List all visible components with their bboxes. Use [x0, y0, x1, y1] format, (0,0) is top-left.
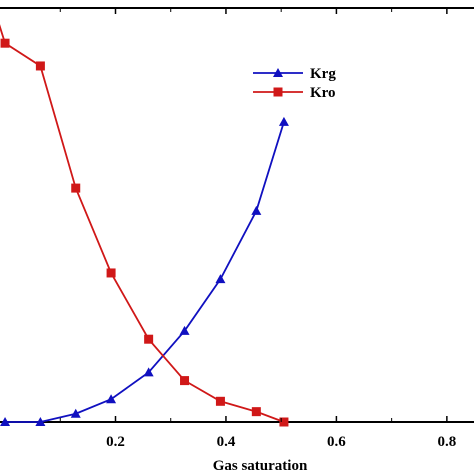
- point-krg-6: [215, 274, 226, 284]
- point-kro-6: [180, 376, 190, 386]
- point-kro-9: [279, 417, 289, 427]
- legend-label-kro: Kro: [310, 85, 336, 101]
- point-kro-1: [0, 38, 10, 48]
- point-krg-8: [278, 116, 289, 126]
- series-line-krg: [5, 121, 285, 423]
- point-kro-7: [215, 396, 225, 406]
- point-kro-2: [35, 61, 45, 71]
- x-tick-label-0: 0.2: [106, 434, 125, 450]
- point-krg-2: [70, 408, 81, 418]
- x-tick-label-1: 0.4: [217, 434, 236, 450]
- x-tick-label-3: 0.8: [437, 434, 456, 450]
- point-krg-0: [0, 417, 11, 426]
- point-krg-7: [251, 205, 262, 215]
- point-kro-4: [106, 268, 116, 278]
- legend-marker-kro: [273, 87, 283, 97]
- point-krg-4: [143, 367, 154, 377]
- point-kro-8: [251, 407, 261, 417]
- x-axis-label: Gas saturation: [213, 458, 308, 474]
- legend-marker-krg: [273, 68, 283, 77]
- point-krg-3: [106, 394, 117, 404]
- legend-label-krg: Krg: [310, 66, 336, 82]
- point-kro-3: [71, 183, 81, 193]
- point-krg-5: [179, 325, 190, 335]
- point-krg-1: [35, 417, 46, 426]
- point-kro-5: [144, 334, 154, 344]
- series-line-kro: [0, 24, 285, 423]
- x-tick-label-2: 0.6: [327, 434, 346, 450]
